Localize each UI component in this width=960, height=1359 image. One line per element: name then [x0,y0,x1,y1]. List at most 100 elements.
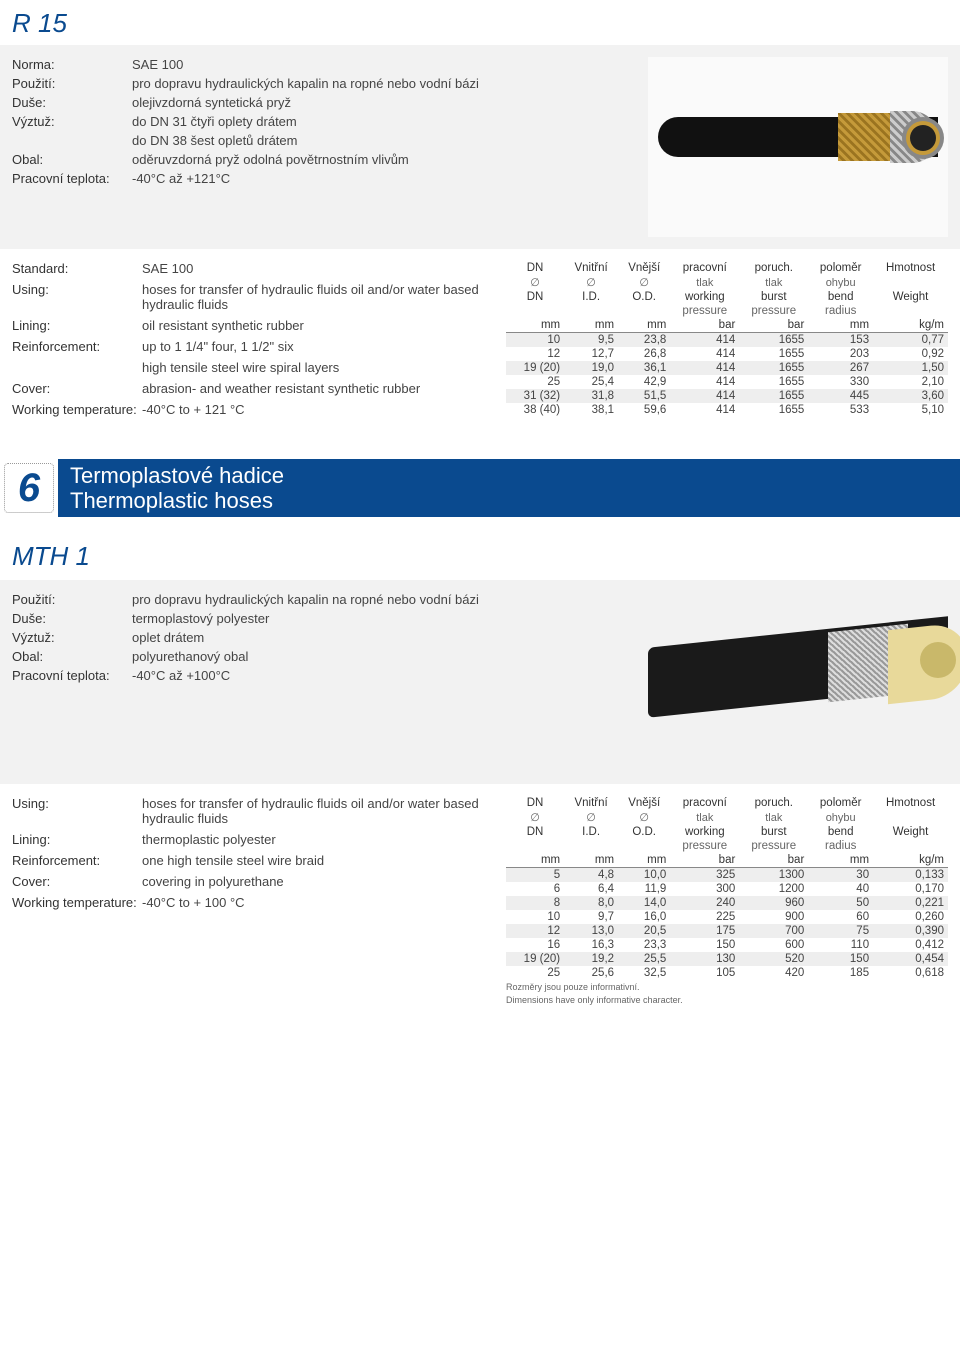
spec-value: oplet drátem [132,630,634,645]
table-cell: 23,3 [618,938,670,952]
table-cell: 267 [808,361,873,375]
table-header-cell: mm [808,853,873,868]
table-row: 2525,632,51054201850,618 [506,966,948,980]
table-header-cell: ohybu [808,810,873,825]
section-title-r15: R 15 [0,0,960,45]
spec-value: covering in polyurethane [142,874,492,889]
table-cell: 6 [506,882,564,896]
table-cell: 31 (32) [506,389,564,403]
table-header-cell: DN [506,796,564,810]
table-cell: 32,5 [618,966,670,980]
footnote-cz: Rozměry jsou pouze informativní. [506,980,948,993]
table-row: 88,014,0240960500,221 [506,896,948,910]
r15-datatable: DNVnitřníVnějšípracovníporuch.poloměrHmo… [506,261,948,417]
spec-value: hoses for transfer of hydraulic fluids o… [142,796,492,826]
table-cell: 0,77 [873,333,948,348]
table-cell: 960 [739,896,808,910]
table-cell: 1655 [739,403,808,417]
table-row: 19 (20)19,036,141416552671,50 [506,361,948,375]
spec-value: up to 1 1/4" four, 1 1/2" six [142,339,492,354]
table-cell: 16 [506,938,564,952]
spec-value: oil resistant synthetic rubber [142,318,492,333]
spec-label: Standard: [12,261,142,276]
table-header-cell: pressure [739,839,808,853]
table-cell: 38 (40) [506,403,564,417]
table-cell: 1655 [739,347,808,361]
table-cell: 12 [506,347,564,361]
mth1-datatable: DNVnitřníVnějšípracovníporuch.poloměrHmo… [506,796,948,980]
table-cell: 414 [670,375,739,389]
table-header-cell: tlak [739,810,808,825]
table-header-cell: Vnitřní [564,261,618,275]
table-cell: 330 [808,375,873,389]
mth1-product-image [648,592,948,772]
spec-value: -40°C až +121°C [132,171,634,186]
table-header-cell: mm [808,318,873,333]
table-cell: 19 (20) [506,952,564,966]
table-header-cell: working [670,825,739,839]
table-cell: 414 [670,347,739,361]
r15-spec-cz: Norma:SAE 100Použití:pro dopravu hydraul… [12,57,634,186]
table-cell: 36,1 [618,361,670,375]
table-cell: 2,10 [873,375,948,389]
table-cell: 16,3 [564,938,618,952]
table-cell: 25,6 [564,966,618,980]
spec-label: Pracovní teplota: [12,171,132,186]
table-header-cell: O.D. [618,825,670,839]
table-cell: 0,221 [873,896,948,910]
table-cell: 14,0 [618,896,670,910]
table-header-cell: O.D. [618,290,670,304]
table-cell: 31,8 [564,389,618,403]
table-cell: 900 [739,910,808,924]
table-cell: 1655 [739,361,808,375]
table-cell: 225 [670,910,739,924]
table-header-cell: Vnější [618,261,670,275]
table-header-cell: mm [506,318,564,333]
table-header-cell: poloměr [808,261,873,275]
spec-label: Reinforcement: [12,853,142,868]
table-header-cell [873,304,948,318]
table-cell: 19,2 [564,952,618,966]
table-header-cell: ∅ [618,275,670,290]
table-row: 2525,442,941416553302,10 [506,375,948,389]
spec-value: SAE 100 [142,261,492,276]
table-row: 19 (20)19,225,51305201500,454 [506,952,948,966]
table-row: 38 (40)38,159,641416555335,10 [506,403,948,417]
table-header-cell [618,839,670,853]
table-header-cell: ∅ [564,275,618,290]
table-cell: 533 [808,403,873,417]
table-cell: 0,412 [873,938,948,952]
table-cell: 0,133 [873,868,948,883]
table-cell: 203 [808,347,873,361]
table-header-cell: bar [670,853,739,868]
table-cell: 240 [670,896,739,910]
spec-value: polyurethanový obal [132,649,634,664]
table-header-cell: kg/m [873,853,948,868]
table-cell: 10,0 [618,868,670,883]
table-cell: 25 [506,375,564,389]
spec-label: Cover: [12,874,142,889]
table-header-cell: bar [739,853,808,868]
table-header-cell: mm [564,318,618,333]
table-cell: 9,7 [564,910,618,924]
table-header-cell: mm [618,318,670,333]
spec-value: termoplastový polyester [132,611,634,626]
table-header-cell: DN [506,825,564,839]
table-header-cell [564,839,618,853]
table-cell: 19,0 [564,361,618,375]
table-header-cell: pressure [670,304,739,318]
table-header-cell [873,839,948,853]
table-cell: 0,170 [873,882,948,896]
table-header-cell: pressure [739,304,808,318]
table-cell: 414 [670,389,739,403]
table-cell: 1,50 [873,361,948,375]
table-cell: 5 [506,868,564,883]
table-cell: 42,9 [618,375,670,389]
banner-title-cz: Termoplastové hadice [70,463,284,488]
table-cell: 25 [506,966,564,980]
spec-value: -40°C to + 121 °C [142,402,492,417]
table-header-cell: I.D. [564,290,618,304]
table-header-cell: poruch. [739,261,808,275]
table-cell: 9,5 [564,333,618,348]
table-header-cell: kg/m [873,318,948,333]
